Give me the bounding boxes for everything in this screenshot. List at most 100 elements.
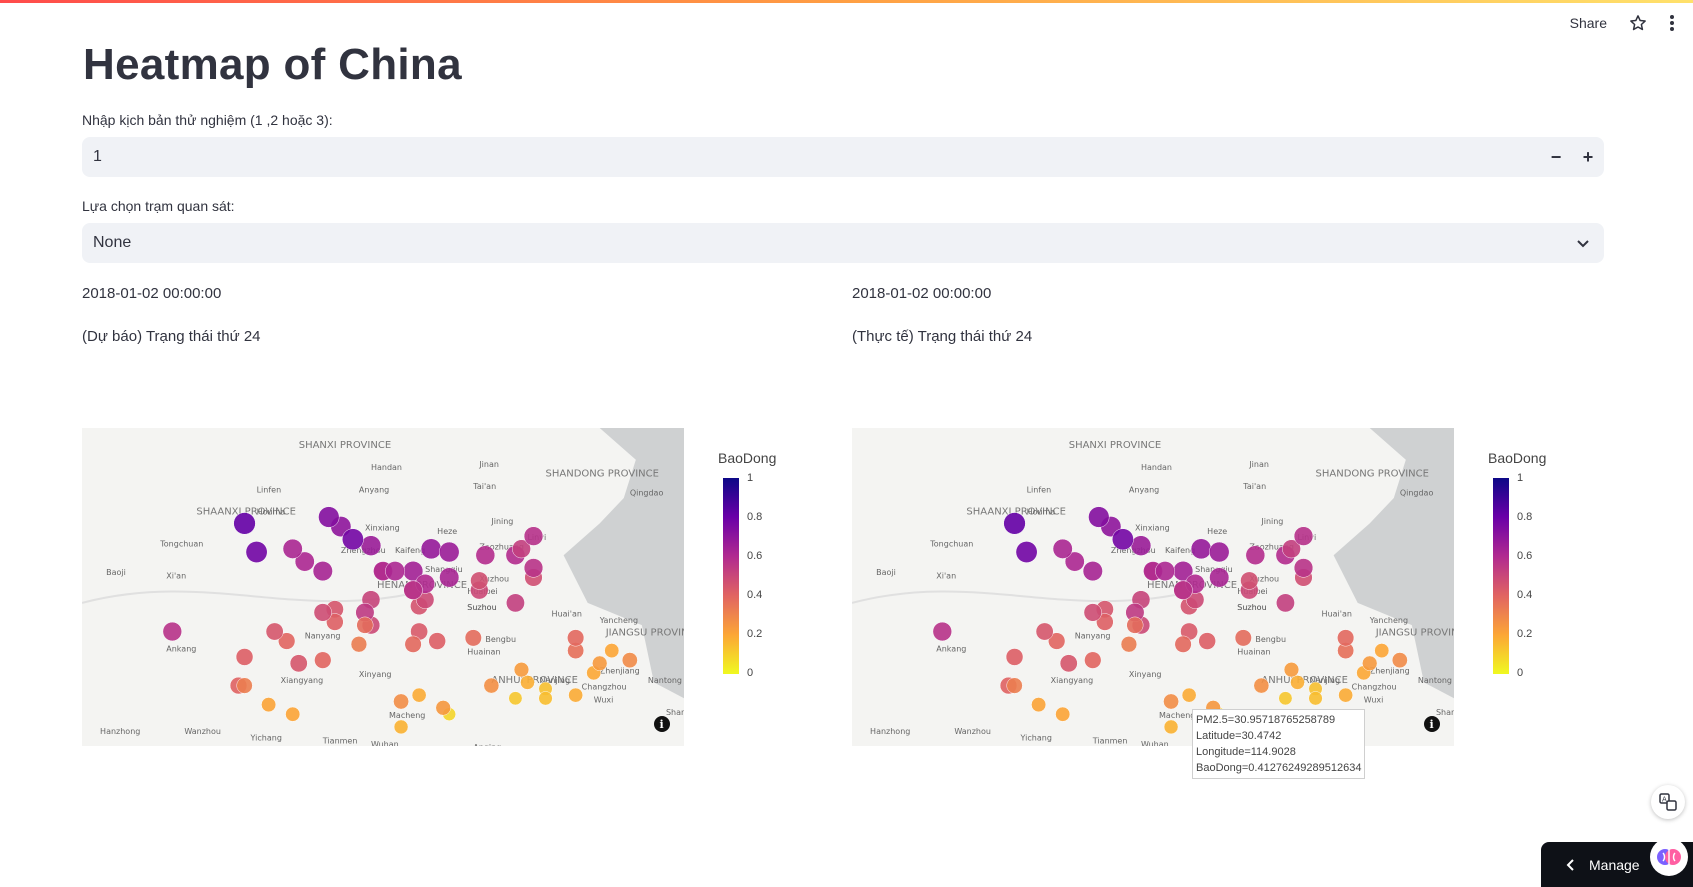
- ai-assistant-button[interactable]: [1650, 838, 1688, 876]
- station-marker[interactable]: [435, 700, 451, 716]
- station-marker[interactable]: [289, 654, 308, 673]
- station-marker[interactable]: [1338, 687, 1354, 703]
- station-marker[interactable]: [282, 538, 303, 559]
- station-marker[interactable]: [1031, 697, 1047, 713]
- station-marker[interactable]: [1083, 603, 1102, 622]
- station-marker[interactable]: [1163, 719, 1179, 735]
- station-marker[interactable]: [411, 687, 427, 703]
- station-marker[interactable]: [1293, 526, 1314, 546]
- station-marker[interactable]: [235, 648, 254, 666]
- station-marker[interactable]: [513, 662, 530, 678]
- station-marker[interactable]: [1126, 616, 1144, 634]
- station-marker[interactable]: [1120, 636, 1138, 653]
- station-marker[interactable]: [1240, 571, 1259, 590]
- station-marker[interactable]: [420, 538, 442, 560]
- station-marker[interactable]: [245, 541, 268, 563]
- station-marker[interactable]: [233, 512, 256, 535]
- station-marker[interactable]: [604, 643, 620, 659]
- station-marker[interactable]: [162, 621, 182, 642]
- station-marker[interactable]: [265, 622, 284, 641]
- station-marker[interactable]: [1055, 706, 1071, 722]
- info-icon[interactable]: i: [654, 716, 670, 732]
- station-marker[interactable]: [294, 551, 315, 572]
- station-marker[interactable]: [568, 687, 584, 703]
- station-marker[interactable]: [1234, 629, 1252, 647]
- station-marker[interactable]: [1174, 635, 1192, 653]
- station-marker[interactable]: [1181, 687, 1197, 703]
- station-marker[interactable]: [1374, 643, 1390, 659]
- station-marker[interactable]: [523, 526, 544, 546]
- station-marker[interactable]: [1208, 541, 1230, 563]
- station-marker[interactable]: [1283, 662, 1300, 678]
- station-marker[interactable]: [483, 677, 500, 694]
- station-marker[interactable]: [1276, 593, 1295, 613]
- station-marker[interactable]: [512, 539, 531, 559]
- station-marker[interactable]: [1064, 551, 1085, 572]
- station-marker[interactable]: [506, 593, 525, 613]
- station-marker[interactable]: [475, 545, 496, 565]
- station-marker[interactable]: [278, 632, 296, 650]
- station-marker[interactable]: [567, 629, 585, 647]
- station-marker[interactable]: [1155, 561, 1175, 582]
- station-marker[interactable]: [356, 616, 374, 634]
- station-marker[interactable]: [385, 561, 405, 582]
- station-marker[interactable]: [404, 635, 422, 653]
- station-select[interactable]: None: [82, 223, 1604, 263]
- decrement-button[interactable]: −: [1550, 146, 1562, 167]
- station-marker[interactable]: [1052, 538, 1073, 559]
- station-marker[interactable]: [236, 677, 253, 694]
- translate-button[interactable]: A: [1651, 785, 1685, 819]
- station-marker[interactable]: [1308, 691, 1323, 706]
- station-marker[interactable]: [1048, 632, 1066, 650]
- station-marker[interactable]: [1282, 539, 1301, 559]
- station-marker[interactable]: [621, 652, 638, 669]
- station-marker[interactable]: [1198, 632, 1216, 650]
- station-marker[interactable]: [1245, 545, 1266, 565]
- station-marker[interactable]: [1084, 651, 1102, 669]
- station-marker[interactable]: [932, 621, 952, 642]
- station-marker[interactable]: [1005, 648, 1024, 666]
- share-button[interactable]: Share: [1569, 15, 1607, 31]
- station-marker[interactable]: [1035, 622, 1054, 641]
- station-marker[interactable]: [350, 636, 368, 653]
- station-marker[interactable]: [326, 613, 344, 631]
- station-marker[interactable]: [538, 691, 553, 706]
- station-marker[interactable]: [313, 603, 332, 622]
- station-marker[interactable]: [1130, 535, 1152, 556]
- station-marker[interactable]: [523, 558, 544, 578]
- station-marker[interactable]: [1003, 512, 1026, 535]
- forecast-map[interactable]: SHANXI PROVINCE SHAANXI PROVINCE HENAN PRO…: [82, 428, 684, 746]
- station-marker[interactable]: [1088, 506, 1110, 528]
- station-marker[interactable]: [318, 506, 340, 528]
- info-icon[interactable]: i: [1424, 716, 1440, 732]
- station-marker[interactable]: [285, 706, 301, 722]
- station-marker[interactable]: [1082, 561, 1103, 582]
- station-marker[interactable]: [1337, 629, 1355, 647]
- station-marker[interactable]: [438, 541, 460, 563]
- station-marker[interactable]: [312, 561, 333, 582]
- station-marker[interactable]: [464, 629, 482, 647]
- scenario-number-input[interactable]: 1 − +: [82, 137, 1604, 177]
- actual-map[interactable]: SHANXI PROVINCE SHAANXI PROVINCE HENAN PRO…: [852, 428, 1454, 746]
- station-marker[interactable]: [342, 528, 364, 551]
- station-marker[interactable]: [393, 719, 409, 735]
- station-marker[interactable]: [1362, 655, 1378, 671]
- station-marker[interactable]: [1290, 675, 1305, 690]
- station-marker[interactable]: [360, 535, 382, 556]
- station-marker[interactable]: [592, 655, 608, 671]
- station-marker[interactable]: [314, 651, 332, 669]
- station-marker[interactable]: [470, 571, 489, 590]
- station-marker[interactable]: [439, 567, 460, 588]
- station-marker[interactable]: [1293, 558, 1314, 578]
- station-marker[interactable]: [1006, 677, 1023, 694]
- station-marker[interactable]: [508, 691, 523, 706]
- station-marker[interactable]: [1190, 538, 1212, 560]
- station-marker[interactable]: [261, 697, 277, 713]
- station-marker[interactable]: [1278, 691, 1293, 706]
- scenario-value[interactable]: 1: [93, 148, 102, 165]
- station-marker[interactable]: [393, 693, 409, 710]
- increment-button[interactable]: +: [1582, 146, 1594, 167]
- station-marker[interactable]: [1015, 541, 1038, 563]
